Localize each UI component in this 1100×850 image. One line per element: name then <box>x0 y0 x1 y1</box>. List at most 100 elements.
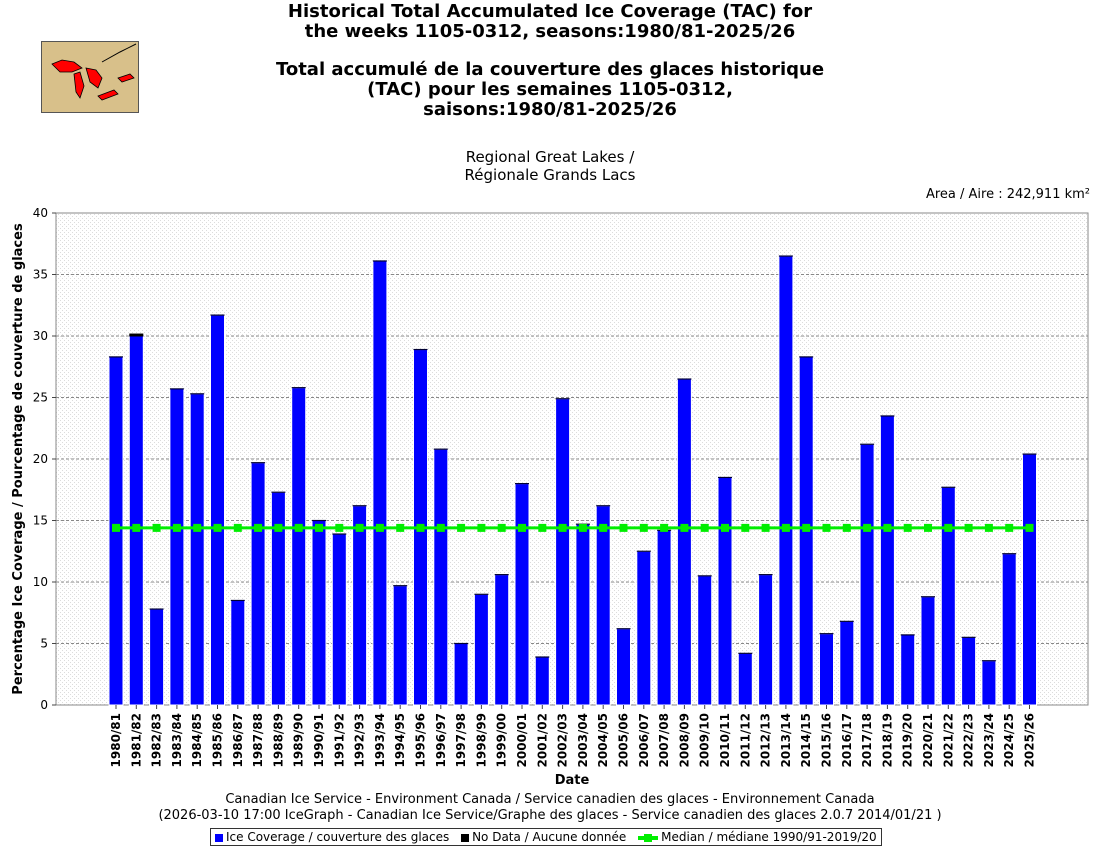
x-tick-label: 2016/17 <box>840 713 854 767</box>
legend-label-ice: Ice Coverage / couverture des glaces <box>226 830 450 844</box>
median-point <box>152 523 161 532</box>
y-tick-label: 25 <box>33 391 48 405</box>
bar-ice <box>900 634 916 706</box>
bar-ice <box>656 529 672 706</box>
subtitle-line: Régionale Grands Lacs <box>464 166 636 184</box>
legend-item-ice: Ice Coverage / couverture des glaces <box>215 830 449 844</box>
x-tick-label: 1996/97 <box>434 713 448 767</box>
footer: Canadian Ice Service - Environment Canad… <box>0 792 1100 824</box>
x-tick-label: 2022/23 <box>962 713 976 767</box>
median-point <box>355 523 364 532</box>
bar-ice <box>230 599 246 706</box>
title-line: Historical Total Accumulated Ice Coverag… <box>287 1 813 22</box>
median-point <box>436 523 445 532</box>
y-tick-label: 10 <box>33 575 48 589</box>
bar-ice <box>819 633 834 706</box>
bar-ice <box>758 574 774 706</box>
x-tick-label: 2025/26 <box>1023 713 1037 767</box>
median-point <box>822 523 831 532</box>
median-point <box>1025 523 1034 532</box>
title-line: (TAC) pour les semaines 1105-0312, <box>367 79 733 100</box>
x-tick-label: 2009/10 <box>698 713 712 767</box>
x-tick-label: 2007/08 <box>657 713 671 767</box>
bar-ice <box>128 335 144 706</box>
title-line: saisons:1980/81-2025/26 <box>423 99 677 120</box>
x-tick-label: 2001/02 <box>535 713 549 767</box>
bar-ice <box>453 643 469 706</box>
bar-ice <box>149 608 165 706</box>
x-tick-label: 2020/21 <box>921 713 935 767</box>
median-point <box>518 523 526 532</box>
x-tick-label: 2021/22 <box>941 713 955 767</box>
median-point <box>944 523 953 532</box>
bar-nodata <box>129 333 144 336</box>
x-tick-label: 1984/85 <box>190 713 204 767</box>
chart-subtitle: Regional Great Lakes / Régionale Grands … <box>300 148 800 184</box>
median-point <box>375 523 384 532</box>
x-tick-label: 1989/90 <box>292 713 306 767</box>
bar-ice <box>575 523 591 706</box>
median-point <box>964 523 973 532</box>
bar-ice <box>1022 453 1037 706</box>
legend-swatch-median <box>638 833 659 842</box>
y-tick-label: 15 <box>33 514 48 528</box>
y-axis-label: Percentage Ice Coverage / Pourcentage de… <box>11 223 26 695</box>
x-tick-label: 1998/99 <box>474 713 488 767</box>
bar-ice <box>717 476 733 706</box>
bar-ice <box>210 314 225 706</box>
median-point <box>274 523 283 532</box>
median-point <box>924 523 932 532</box>
legend-swatch-nodata <box>461 833 470 842</box>
bar-ice <box>981 660 997 706</box>
chart-title: Historical Total Accumulated Ice Coverag… <box>200 2 900 120</box>
median-point <box>680 523 689 532</box>
median-point <box>112 523 120 532</box>
x-tick-label: 2023/24 <box>982 713 996 767</box>
median-point <box>132 523 141 532</box>
median-point <box>538 523 547 532</box>
x-tick-label: 1990/91 <box>312 713 326 767</box>
median-point <box>254 523 263 532</box>
median-point <box>619 523 628 532</box>
bar-ice <box>291 387 307 706</box>
legend: Ice Coverage / couverture des glaces No … <box>210 828 882 846</box>
bar-ice <box>169 388 185 706</box>
median-point <box>396 523 405 532</box>
median-point <box>213 523 222 532</box>
bar-ice <box>737 652 753 706</box>
median-point <box>741 523 750 532</box>
median-point <box>294 523 303 532</box>
x-tick-label: 2019/20 <box>901 713 915 767</box>
median-point <box>1005 523 1014 532</box>
legend-label-median: Median / médiane 1990/91-2019/20 <box>661 830 877 844</box>
x-tick-label: 2010/11 <box>718 713 732 767</box>
median-point <box>903 523 912 532</box>
median-point <box>984 523 993 532</box>
median-point <box>802 523 811 532</box>
x-tick-label: 2003/04 <box>576 713 590 767</box>
bar-ice <box>331 533 347 706</box>
x-tick-label: 2000/01 <box>515 713 529 767</box>
median-point <box>416 523 425 532</box>
x-tick-label: 2017/18 <box>860 713 874 767</box>
x-tick-label: 2005/06 <box>617 713 631 767</box>
median-point <box>660 523 669 532</box>
y-tick-label: 30 <box>33 329 48 343</box>
area-label: Area / Aire : 242,911 km² <box>925 187 1090 202</box>
bar-ice <box>1001 553 1017 706</box>
x-tick-label: 1982/83 <box>150 713 164 767</box>
x-tick-label: 1986/87 <box>231 713 245 767</box>
footer-line: (2026-03-10 17:00 IceGraph - Canadian Ic… <box>158 808 942 823</box>
x-tick-label: 1983/84 <box>170 713 184 767</box>
y-tick-label: 35 <box>33 268 48 282</box>
x-tick-label: 2013/14 <box>779 713 793 767</box>
median-point <box>883 523 892 532</box>
median-point <box>335 523 344 532</box>
bar-ice <box>311 520 327 706</box>
bar-ice <box>514 483 530 706</box>
x-tick-label: 1987/88 <box>251 713 265 767</box>
bar-ice <box>433 448 449 706</box>
legend-item-nodata: No Data / Aucune donnée <box>461 830 626 844</box>
bar-ice <box>961 636 977 706</box>
